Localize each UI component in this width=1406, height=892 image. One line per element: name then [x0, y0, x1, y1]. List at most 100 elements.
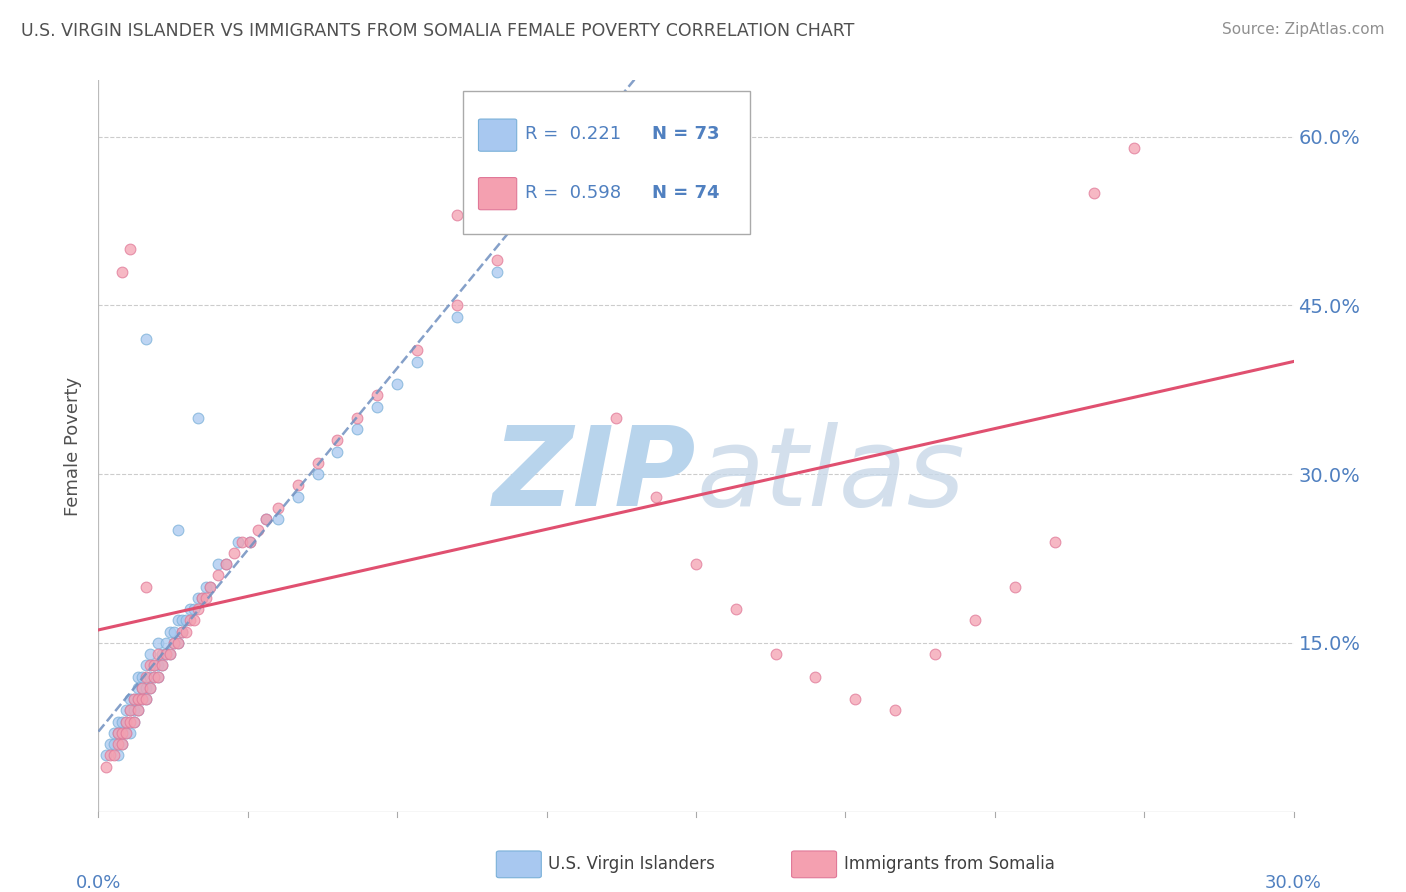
FancyBboxPatch shape — [478, 178, 517, 210]
Point — [120, 703, 142, 717]
Point — [765, 647, 787, 661]
Point — [526, 208, 548, 222]
Point — [124, 714, 146, 729]
Point — [246, 524, 269, 538]
Point — [139, 658, 162, 673]
Point — [844, 692, 866, 706]
Point — [924, 647, 946, 661]
Point — [111, 714, 134, 729]
Point — [107, 726, 129, 740]
Text: N = 74: N = 74 — [652, 184, 720, 202]
Point — [172, 614, 194, 628]
Point — [198, 580, 221, 594]
Point — [222, 546, 245, 560]
FancyBboxPatch shape — [463, 91, 749, 234]
Point — [127, 692, 149, 706]
Point — [195, 580, 218, 594]
Point — [215, 557, 238, 571]
Point — [167, 636, 190, 650]
Point — [326, 444, 349, 458]
Point — [307, 456, 329, 470]
Point — [148, 670, 170, 684]
Point — [127, 670, 149, 684]
Point — [148, 636, 170, 650]
Point — [172, 624, 194, 639]
Point — [135, 681, 157, 695]
Point — [191, 591, 214, 605]
Text: N = 73: N = 73 — [652, 126, 720, 144]
Text: Source: ZipAtlas.com: Source: ZipAtlas.com — [1222, 22, 1385, 37]
Point — [239, 534, 262, 549]
Point — [159, 647, 181, 661]
Point — [127, 703, 149, 717]
Point — [120, 703, 142, 717]
Point — [135, 692, 157, 706]
Point — [139, 670, 162, 684]
Point — [135, 692, 157, 706]
Point — [139, 681, 162, 695]
Point — [191, 591, 214, 605]
Point — [346, 410, 368, 425]
Point — [1123, 141, 1146, 155]
Point — [174, 624, 197, 639]
Point — [565, 163, 588, 178]
Point — [143, 670, 166, 684]
Point — [111, 737, 134, 751]
Point — [804, 670, 827, 684]
Point — [446, 208, 468, 222]
Point — [183, 614, 205, 628]
Point — [115, 726, 138, 740]
Point — [148, 658, 170, 673]
Point — [135, 670, 157, 684]
Point — [107, 714, 129, 729]
Point — [155, 636, 177, 650]
Point — [174, 614, 197, 628]
Point — [115, 703, 138, 717]
Point — [239, 534, 262, 549]
Point — [326, 434, 349, 448]
Point — [685, 557, 707, 571]
Point — [179, 602, 201, 616]
FancyBboxPatch shape — [478, 119, 517, 152]
Point — [446, 298, 468, 312]
Y-axis label: Female Poverty: Female Poverty — [65, 376, 83, 516]
Point — [226, 534, 249, 549]
Point — [267, 512, 290, 526]
Point — [179, 614, 201, 628]
Point — [287, 490, 309, 504]
Point — [254, 512, 277, 526]
Point — [605, 410, 627, 425]
Point — [111, 726, 134, 740]
Point — [131, 670, 153, 684]
Point — [406, 343, 429, 358]
Point — [163, 624, 186, 639]
Point — [120, 692, 142, 706]
Text: ZIP: ZIP — [492, 422, 696, 529]
Point — [135, 580, 157, 594]
Point — [207, 568, 229, 582]
Point — [127, 692, 149, 706]
Point — [167, 614, 190, 628]
Point — [1004, 580, 1026, 594]
Text: 30.0%: 30.0% — [1265, 873, 1322, 892]
Point — [135, 658, 157, 673]
Point — [98, 737, 122, 751]
Point — [155, 647, 177, 661]
Point — [150, 658, 173, 673]
Point — [215, 557, 238, 571]
Point — [446, 310, 468, 324]
Point — [307, 467, 329, 482]
Point — [150, 658, 173, 673]
Point — [143, 670, 166, 684]
Point — [120, 726, 142, 740]
Point — [139, 681, 162, 695]
Point — [884, 703, 907, 717]
Point — [159, 647, 181, 661]
Point — [385, 377, 409, 392]
Point — [187, 602, 209, 616]
Point — [131, 681, 153, 695]
Point — [183, 602, 205, 616]
Point — [207, 557, 229, 571]
Point — [366, 400, 388, 414]
Text: Immigrants from Somalia: Immigrants from Somalia — [844, 855, 1054, 873]
